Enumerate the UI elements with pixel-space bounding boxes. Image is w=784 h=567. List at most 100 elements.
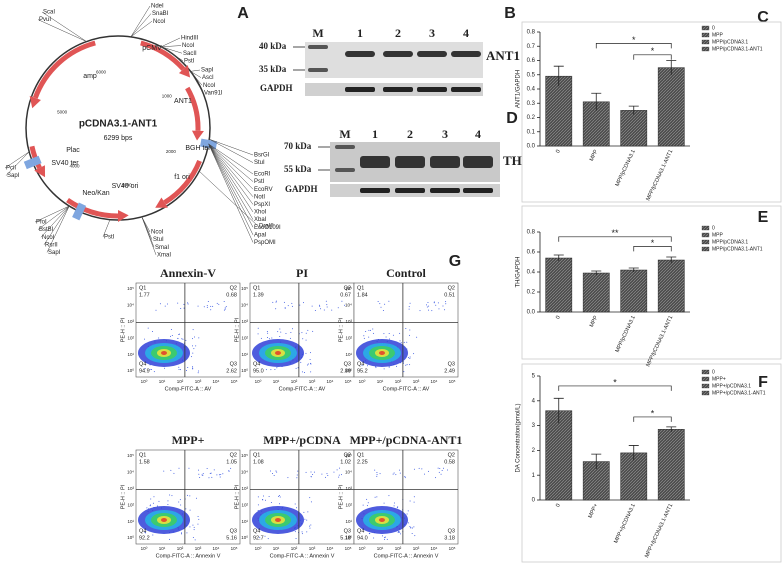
x-tick-label: MPP+/pCDNA3.1-ANT1 (644, 503, 674, 559)
event-dot (167, 500, 169, 502)
event-dot (376, 475, 378, 477)
event-dot (374, 469, 376, 471)
band (430, 188, 460, 193)
site-label: PstI (184, 58, 195, 64)
quadrant-name: Q1 (253, 452, 260, 458)
legend-label: MPP+ (712, 376, 726, 382)
event-dot (376, 496, 378, 498)
event-dot (301, 533, 303, 535)
quadrant-value: 92.2 (139, 535, 150, 541)
event-dot (306, 519, 308, 521)
site-leader (130, 5, 151, 38)
event-dot (186, 494, 188, 496)
event-dot (198, 473, 200, 475)
event-dot (193, 526, 195, 528)
x-tick-label: 10¹ (377, 379, 384, 384)
x-axis-label: Comp-FITC-A :: AV (165, 386, 212, 392)
y-tick-label: 10² (241, 502, 248, 507)
band (360, 188, 390, 193)
event-dot (368, 336, 370, 338)
legend-swatch (701, 239, 710, 245)
lane-label: 2 (395, 26, 401, 40)
density-contour (275, 518, 281, 522)
event-dot (178, 467, 180, 469)
event-dot (159, 303, 161, 305)
error-bar (628, 267, 639, 272)
event-dot (303, 302, 305, 304)
x-tick-label: 10⁰ (255, 546, 262, 551)
plot-title: Annexin-V (160, 266, 216, 280)
event-dot (198, 469, 200, 471)
event-dot (305, 339, 307, 341)
event-dot (411, 527, 413, 529)
event-dot (208, 477, 210, 479)
y-tick-label: 10¹ (127, 352, 134, 357)
event-dot (366, 505, 368, 507)
event-dot (309, 525, 311, 527)
event-dot (393, 505, 395, 507)
event-dot (193, 348, 195, 350)
event-dot (192, 352, 194, 354)
feature-label: pCMV (142, 45, 162, 52)
event-dot (209, 472, 211, 474)
band (345, 87, 375, 92)
event-dot (373, 537, 375, 539)
y-axis-label: PE-H :: PI (234, 317, 240, 342)
site-label: BstBI (39, 227, 54, 233)
event-dot (192, 366, 194, 368)
marker-label: 70 kDa (284, 141, 312, 151)
lane-label: 1 (357, 26, 363, 40)
x-tick-label: 10⁵ (449, 379, 456, 384)
marker-label: 40 kDa (259, 41, 287, 51)
event-dot (295, 538, 297, 540)
event-dot (413, 353, 415, 355)
site-label: Van91I (204, 90, 223, 96)
event-dot (218, 303, 220, 305)
event-dot (206, 305, 208, 307)
x-tick-label: 0 (555, 315, 562, 320)
quadrant-name: Q4 (139, 361, 146, 367)
site-leader (4, 151, 30, 169)
panel-label: F (758, 374, 768, 391)
event-dot (267, 538, 269, 540)
lane-label: 4 (475, 127, 481, 141)
site-label: PciI (6, 166, 16, 172)
x-tick-label: 10⁴ (327, 379, 334, 384)
quadrant-name: Q3 (344, 361, 351, 367)
feature-label: ANT1 (174, 98, 192, 105)
event-dot (370, 329, 372, 331)
event-dot (363, 337, 365, 339)
event-dot (399, 472, 401, 474)
y-tick-label: 10¹ (345, 519, 352, 524)
site-label: PspXI (254, 202, 270, 208)
event-dot (275, 308, 277, 310)
event-dot (439, 468, 441, 470)
event-dot (228, 470, 230, 472)
x-axis-label: Comp-FITC-A :: Annexin V (156, 553, 221, 559)
event-dot (444, 309, 446, 311)
event-dot (143, 368, 145, 370)
y-tick-label: 10⁵ (345, 453, 352, 458)
site-label: NcoI (153, 19, 166, 25)
event-dot (291, 328, 293, 330)
x-tick-label: 10⁴ (213, 379, 220, 384)
event-dot (310, 501, 312, 503)
legend-swatch (701, 32, 710, 38)
site-label: NcoI (151, 230, 164, 236)
event-dot (170, 469, 172, 471)
legend-swatch (701, 39, 710, 45)
event-dot (323, 309, 325, 311)
event-dot (406, 341, 408, 343)
quadrant-value: 1.84 (357, 292, 368, 298)
event-dot (158, 337, 160, 339)
event-dot (197, 372, 199, 374)
y-tick-label: 10³ (345, 319, 352, 324)
y-tick-label: 10⁰ (241, 368, 248, 373)
event-dot (260, 337, 262, 339)
y-axis-label: PE-H :: PI (234, 484, 240, 509)
event-dot (220, 474, 222, 476)
event-dot (363, 335, 365, 337)
y-tick-label: 0.0 (527, 310, 536, 316)
event-dot (144, 338, 146, 340)
site-label: AscI (202, 75, 214, 81)
